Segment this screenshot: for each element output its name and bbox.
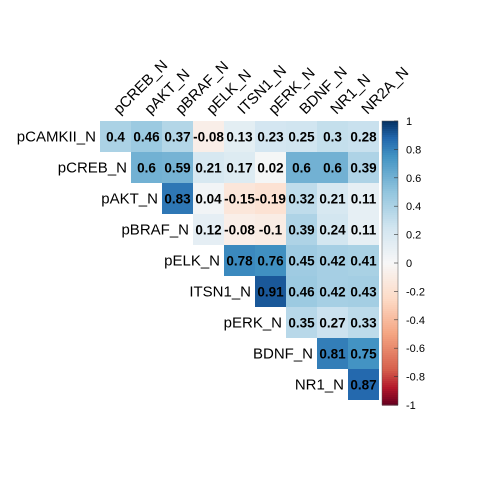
cell-value-1-7: 0.6 — [323, 161, 342, 176]
cell-value-2-7: 0.21 — [319, 192, 346, 207]
color-legend: 1 0.8 0.6 0.4 0.2 0 -0.2 -0.4 -0.6 -0.8 -1 — [382, 116, 425, 412]
cell-value-0-1: 0.46 — [133, 130, 160, 145]
row-label-4: pELK_N — [164, 253, 220, 270]
legend-tick-label: 0.4 — [406, 201, 421, 213]
cell-value-3-3: 0.12 — [195, 223, 221, 238]
cell-value-5-7: 0.42 — [319, 285, 345, 300]
cell-value-5-6: 0.46 — [288, 285, 315, 300]
column-label-8: NR2A_N — [358, 64, 412, 118]
legend-tick-label: 0.6 — [406, 173, 421, 185]
cell-value-4-7: 0.42 — [319, 254, 345, 269]
cell-value-2-3: 0.04 — [195, 192, 222, 207]
cell-value-3-6: 0.39 — [288, 223, 314, 238]
legend-tick-label: 0.8 — [406, 144, 421, 156]
cell-value-1-5: 0.02 — [257, 161, 283, 176]
row-label-1: pCREB_N — [58, 160, 127, 177]
cell-value-2-5: -0.19 — [255, 192, 286, 207]
cell-value-2-2: 0.83 — [164, 192, 191, 207]
legend-tick-label: -0.6 — [406, 343, 425, 355]
cell-value-4-4: 0.78 — [226, 254, 253, 269]
legend-tick-label: 0 — [406, 258, 412, 270]
row-label-5: ITSN1_N — [189, 284, 251, 301]
cell-value-0-8: 0.28 — [350, 130, 377, 145]
row-label-8: NR1_N — [295, 377, 344, 394]
legend-tick-label: -1 — [406, 400, 416, 412]
cell-value-0-2: 0.37 — [164, 130, 190, 145]
row-label-2: pAKT_N — [101, 191, 158, 208]
cell-value-3-7: 0.24 — [319, 223, 346, 238]
row-label-3: pBRAF_N — [121, 222, 189, 239]
cell-value-2-6: 0.32 — [288, 192, 314, 207]
legend-tick-label: -0.2 — [406, 286, 425, 298]
cell-value-1-2: 0.59 — [164, 161, 190, 176]
column-labels: pCREB_NpAKT_NpBRAF_NpELK_NITSN1_NpERK_NB… — [110, 57, 412, 118]
row-label-7: BDNF_N — [253, 346, 313, 363]
cell-value-1-4: 0.17 — [226, 161, 252, 176]
cell-value-0-3: -0.08 — [193, 130, 224, 145]
cell-value-5-5: 0.91 — [257, 285, 284, 300]
legend-tick-label: -0.4 — [406, 315, 425, 327]
cell-value-1-3: 0.21 — [195, 161, 222, 176]
cell-value-3-4: -0.08 — [224, 223, 255, 238]
cell-value-4-6: 0.45 — [288, 254, 315, 269]
cell-value-5-8: 0.43 — [350, 285, 377, 300]
cell-value-2-8: 0.11 — [351, 192, 377, 207]
cell-value-6-8: 0.33 — [350, 316, 377, 331]
cell-value-0-7: 0.3 — [323, 130, 342, 145]
cell-value-6-7: 0.27 — [319, 316, 345, 331]
cell-value-3-8: 0.11 — [351, 223, 377, 238]
row-label-6: pERK_N — [224, 315, 282, 332]
cell-value-0-4: 0.13 — [226, 130, 253, 145]
cell-value-3-5: -0.1 — [259, 223, 283, 238]
cell-value-2-4: -0.15 — [224, 192, 255, 207]
cell-value-4-8: 0.41 — [350, 254, 377, 269]
cell-value-4-5: 0.76 — [257, 254, 284, 269]
row-label-0: pCAMKII_N — [17, 129, 96, 146]
legend-tick-label: 0.2 — [406, 230, 421, 242]
legend-tick-label: -0.8 — [406, 372, 425, 384]
legend-tick-label: 1 — [406, 116, 412, 128]
cell-value-0-0: 0.4 — [106, 130, 125, 145]
cell-value-0-6: 0.25 — [288, 130, 315, 145]
cell-value-6-6: 0.35 — [288, 316, 315, 331]
cell-value-8-8: 0.87 — [350, 378, 376, 393]
cell-value-1-1: 0.6 — [137, 161, 156, 176]
cell-value-7-7: 0.81 — [319, 347, 346, 362]
cell-value-1-8: 0.39 — [350, 161, 376, 176]
cell-value-1-6: 0.6 — [292, 161, 311, 176]
cell-values: 0.4 0.46 0.37 -0.08 0.13 0.23 0.25 0.3 0.280.6 0.… — [106, 130, 377, 393]
cell-value-0-5: 0.23 — [257, 130, 284, 145]
cell-value-7-8: 0.75 — [350, 347, 377, 362]
